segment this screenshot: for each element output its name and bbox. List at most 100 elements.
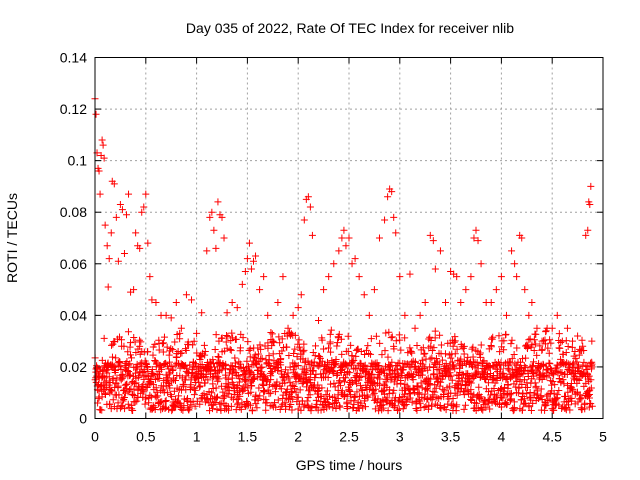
data-point bbox=[361, 350, 369, 358]
data-point bbox=[533, 324, 541, 332]
data-point bbox=[513, 344, 521, 352]
data-point bbox=[336, 377, 344, 385]
data-point bbox=[279, 273, 287, 281]
data-point bbox=[237, 405, 245, 413]
data-point bbox=[467, 379, 475, 387]
data-point bbox=[447, 372, 455, 380]
data-point bbox=[228, 370, 236, 378]
data-point bbox=[413, 342, 421, 350]
data-point bbox=[126, 360, 134, 368]
data-point bbox=[550, 371, 558, 379]
data-point bbox=[119, 397, 127, 405]
data-point bbox=[256, 364, 264, 372]
data-point bbox=[422, 376, 430, 384]
data-point bbox=[553, 391, 561, 399]
data-point bbox=[294, 304, 302, 312]
data-point bbox=[550, 406, 558, 414]
data-point bbox=[133, 397, 141, 405]
data-point bbox=[296, 386, 304, 394]
data-point bbox=[215, 353, 223, 361]
data-point bbox=[168, 407, 176, 415]
data-point bbox=[570, 374, 578, 382]
x-axis-label: GPS time / hours bbox=[296, 457, 403, 473]
data-point bbox=[108, 341, 116, 349]
data-point bbox=[175, 392, 183, 400]
data-point bbox=[186, 404, 194, 412]
data-point bbox=[195, 378, 203, 386]
data-point bbox=[376, 339, 384, 347]
data-point bbox=[212, 384, 220, 392]
data-point bbox=[435, 366, 443, 374]
data-point bbox=[274, 298, 282, 306]
data-point bbox=[300, 340, 308, 348]
data-point bbox=[342, 242, 350, 250]
data-point bbox=[108, 353, 116, 361]
data-point bbox=[344, 348, 352, 356]
data-point bbox=[130, 391, 138, 399]
data-point bbox=[346, 387, 354, 395]
data-point bbox=[426, 363, 434, 371]
data-point bbox=[220, 234, 228, 242]
plot-frame bbox=[94, 57, 604, 419]
data-point bbox=[453, 401, 461, 409]
data-point bbox=[445, 364, 453, 372]
data-point bbox=[474, 368, 482, 376]
data-point bbox=[115, 391, 123, 399]
data-point bbox=[386, 362, 394, 370]
data-point bbox=[316, 354, 324, 362]
data-point bbox=[215, 375, 223, 383]
data-point bbox=[490, 397, 498, 405]
y-axis-ticks: 0 0.02 0.04 0.06 0.08 0.1 0.12 0.14 bbox=[60, 50, 603, 427]
data-point bbox=[264, 344, 272, 352]
data-point bbox=[139, 369, 147, 377]
data-point bbox=[421, 349, 429, 357]
data-point bbox=[261, 374, 269, 382]
data-point bbox=[537, 385, 545, 393]
data-point bbox=[390, 386, 398, 394]
data-point bbox=[507, 389, 515, 397]
data-point bbox=[376, 375, 384, 383]
data-point bbox=[538, 346, 546, 354]
data-point bbox=[116, 200, 124, 208]
data-point bbox=[183, 396, 191, 404]
data-point bbox=[126, 372, 134, 380]
data-point bbox=[573, 358, 581, 366]
data-point bbox=[222, 360, 230, 368]
data-point bbox=[564, 388, 572, 396]
data-point bbox=[104, 283, 112, 291]
data-point bbox=[149, 351, 157, 359]
data-point bbox=[409, 384, 417, 392]
data-point bbox=[165, 370, 173, 378]
data-point bbox=[460, 342, 468, 350]
data-point bbox=[120, 394, 128, 402]
data-point bbox=[349, 379, 357, 387]
data-point bbox=[121, 405, 129, 413]
data-point bbox=[207, 366, 215, 374]
data-point bbox=[508, 336, 516, 344]
data-point bbox=[343, 398, 351, 406]
data-point bbox=[585, 403, 593, 411]
data-point bbox=[229, 334, 237, 342]
data-point bbox=[160, 339, 168, 347]
data-point bbox=[369, 391, 377, 399]
y-tick-label: 0.04 bbox=[60, 307, 87, 323]
data-point bbox=[388, 188, 396, 196]
data-point bbox=[347, 341, 355, 349]
data-point bbox=[476, 353, 484, 361]
data-point bbox=[161, 405, 169, 413]
data-point bbox=[565, 364, 573, 372]
data-point bbox=[526, 335, 534, 343]
data-point bbox=[169, 366, 177, 374]
data-point bbox=[232, 359, 240, 367]
data-point bbox=[442, 298, 450, 306]
data-point bbox=[125, 361, 133, 369]
data-point bbox=[502, 311, 510, 319]
data-point bbox=[467, 389, 475, 397]
data-point bbox=[223, 383, 231, 391]
data-point bbox=[324, 399, 332, 407]
data-point bbox=[225, 406, 233, 414]
data-point bbox=[338, 387, 346, 395]
data-point bbox=[210, 226, 218, 234]
data-point bbox=[301, 401, 309, 409]
data-point bbox=[388, 358, 396, 366]
